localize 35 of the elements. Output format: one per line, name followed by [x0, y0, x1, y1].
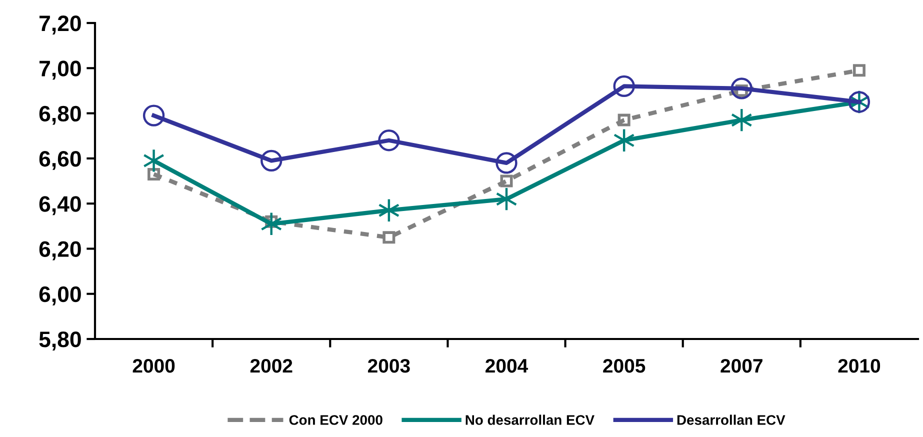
- y-tick-label: 5,80: [39, 332, 81, 350]
- point: [148, 168, 160, 180]
- point: [730, 78, 752, 100]
- x-tick-label: 2007: [720, 358, 762, 373]
- y-tick-label: 6,60: [39, 150, 81, 170]
- x-tick-label: 2002: [250, 358, 292, 373]
- legend-label: No desarrollan ECV: [466, 414, 594, 425]
- point: [496, 186, 518, 212]
- point: [260, 150, 282, 172]
- y-tick-label: 6,00: [39, 286, 81, 306]
- point: [852, 64, 866, 77]
- point: [378, 198, 400, 223]
- y-tick-label: 7,00: [40, 60, 81, 80]
- x-tick-label: 2005: [603, 358, 646, 373]
- x-tick-label: 2004: [486, 358, 528, 373]
- point: [378, 130, 400, 152]
- point: [382, 231, 396, 244]
- point: [500, 174, 513, 188]
- point: [613, 128, 635, 153]
- point: [618, 114, 630, 126]
- point: [260, 212, 282, 236]
- y-tick-label: 6,80: [39, 106, 81, 125]
- point: [496, 152, 518, 174]
- point: [613, 75, 635, 98]
- x-tick-label: 2000: [132, 358, 175, 373]
- legend-label: Con ECV 2000: [289, 415, 382, 425]
- point: [730, 108, 752, 132]
- point: [142, 104, 165, 126]
- x-tick-label: 2010: [838, 358, 880, 373]
- x-tick-label: 2003: [368, 358, 410, 373]
- y-tick-label: 6,40: [39, 196, 81, 216]
- point: [143, 148, 165, 173]
- legend-label: Desarrollan ECV: [677, 414, 786, 425]
- y-tick-label: 6,20: [39, 241, 81, 260]
- y-tick-label: 7,20: [40, 16, 81, 34]
